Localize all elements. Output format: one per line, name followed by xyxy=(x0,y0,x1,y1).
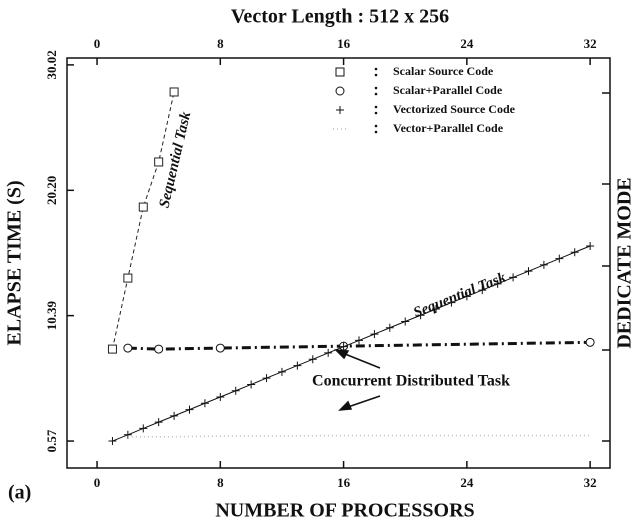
series-line xyxy=(111,91,175,350)
legend-colon xyxy=(374,105,378,109)
x-top-tick-label: 8 xyxy=(217,36,224,51)
marker xyxy=(339,342,348,351)
marker xyxy=(215,343,225,353)
marker xyxy=(335,86,345,96)
x-tick-label: 16 xyxy=(337,475,351,490)
annotation: (a) xyxy=(8,482,31,504)
marker xyxy=(170,411,179,420)
marker xyxy=(108,437,117,446)
x-top-tick-label: 32 xyxy=(584,36,597,51)
y-axis-label: ELAPSE TIME (S) xyxy=(4,180,26,345)
marker xyxy=(262,374,271,383)
marker xyxy=(154,418,163,427)
marker xyxy=(354,336,363,345)
series xyxy=(107,87,179,354)
legend-colon xyxy=(374,73,378,77)
marker xyxy=(370,330,379,339)
marker xyxy=(401,317,410,326)
marker xyxy=(123,273,133,283)
series xyxy=(127,434,591,438)
y2-axis-label: DEDICATE MODE xyxy=(614,177,636,348)
marker xyxy=(335,67,345,77)
legend-label: Scalar+Parallel Code xyxy=(393,83,503,97)
plot-frame xyxy=(66,57,611,469)
marker xyxy=(462,292,471,301)
x-tick-label: 0 xyxy=(94,475,101,490)
y-tick-label: 20.20 xyxy=(44,176,59,205)
x-top-tick-label: 0 xyxy=(94,36,101,51)
marker xyxy=(293,361,302,370)
legend-label: Vector+Parallel Code xyxy=(393,121,504,135)
marker xyxy=(107,344,117,354)
marker xyxy=(555,254,564,263)
marker xyxy=(123,430,132,439)
x-axis-label: NUMBER OF PROCESSORS xyxy=(215,500,474,522)
legend-colon xyxy=(374,124,378,128)
marker xyxy=(185,405,194,414)
marker xyxy=(308,355,317,364)
marker xyxy=(493,279,502,288)
marker xyxy=(509,273,518,282)
legend-label: Vectorized Source Code xyxy=(393,102,516,116)
marker xyxy=(123,343,133,353)
marker xyxy=(139,424,148,433)
y-tick-label: 10.39 xyxy=(44,300,59,330)
marker xyxy=(478,286,487,295)
legend-colon xyxy=(374,130,378,134)
marker xyxy=(231,386,240,395)
marker xyxy=(385,323,394,332)
marker xyxy=(154,344,164,354)
legend-colon xyxy=(374,86,378,90)
marker xyxy=(216,392,225,401)
y-tick-label: 0.57 xyxy=(44,429,59,452)
marker xyxy=(416,311,425,320)
marker xyxy=(154,157,164,167)
marker xyxy=(169,87,179,97)
series-line xyxy=(127,340,591,351)
x-tick-label: 8 xyxy=(217,475,224,490)
marker xyxy=(570,248,579,257)
marker xyxy=(336,106,344,114)
x-tick-label: 24 xyxy=(460,475,474,490)
annotation: Concurrent Distributed Task xyxy=(312,373,510,390)
marker xyxy=(324,348,333,357)
marker xyxy=(524,267,533,276)
chart-title: Vector Length : 512 x 256 xyxy=(231,6,449,28)
series-line xyxy=(112,245,591,442)
marker xyxy=(432,304,441,313)
marker xyxy=(277,367,286,376)
x-top-tick-label: 24 xyxy=(460,36,474,51)
legend-colon xyxy=(374,111,378,115)
legend-colon xyxy=(374,67,378,71)
y-tick-label: 30.02 xyxy=(44,50,59,79)
marker xyxy=(200,399,209,408)
series xyxy=(108,242,595,446)
marker xyxy=(539,260,548,269)
marker xyxy=(586,242,595,251)
marker xyxy=(138,202,148,212)
legend-colon xyxy=(374,92,378,96)
marker xyxy=(447,298,456,307)
x-tick-label: 32 xyxy=(584,475,597,490)
series-line xyxy=(127,434,591,438)
marker xyxy=(247,380,256,389)
arrows xyxy=(334,349,381,411)
legend-label: Scalar Source Code xyxy=(393,64,494,78)
right-axis-ticks xyxy=(602,92,610,442)
marker xyxy=(585,337,595,347)
x-top-tick-label: 16 xyxy=(337,36,351,51)
